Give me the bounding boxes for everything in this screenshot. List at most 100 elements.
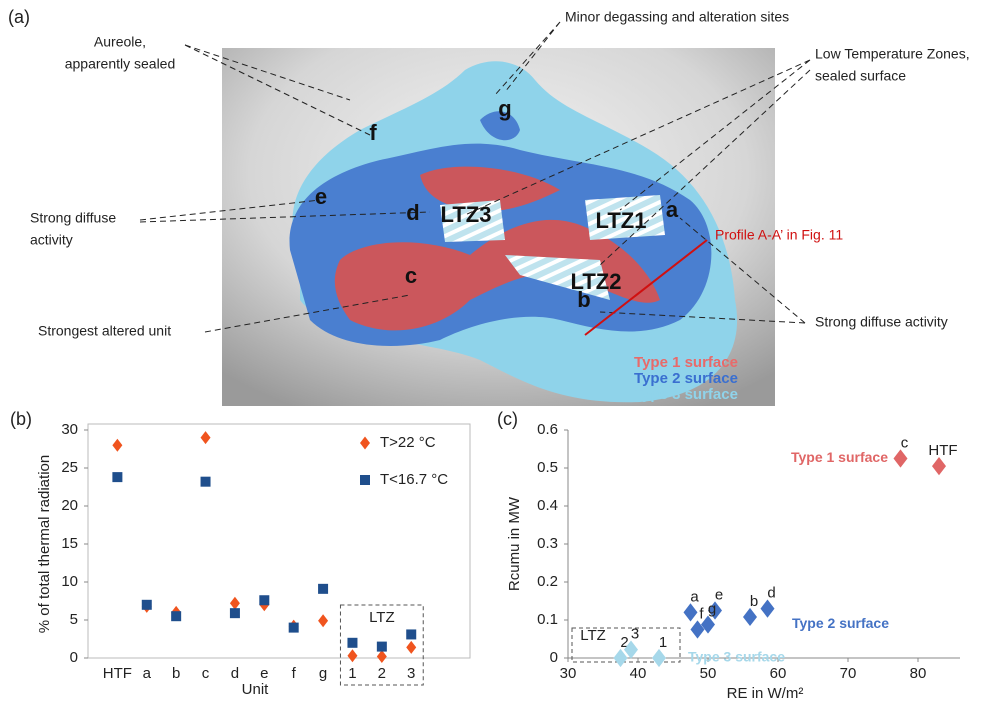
callout-text: Profile A-A’ in Fig. 11 bbox=[715, 227, 843, 243]
x-tick-label: b bbox=[172, 665, 180, 682]
point bbox=[318, 584, 328, 594]
point-label: 1 bbox=[659, 634, 667, 651]
point bbox=[347, 638, 357, 648]
point bbox=[201, 431, 211, 444]
panel-label: (a) bbox=[8, 7, 30, 27]
point bbox=[406, 629, 416, 639]
y-tick-label: 0.4 bbox=[537, 497, 558, 514]
series-label: Type 3 surface bbox=[688, 649, 785, 665]
plot-frame bbox=[88, 424, 470, 658]
y-tick-label: 0 bbox=[550, 649, 558, 666]
callout-text: Aureole, bbox=[94, 34, 146, 50]
point-label: b bbox=[750, 593, 758, 610]
x-tick-label: 40 bbox=[630, 665, 647, 682]
group-label: LTZ bbox=[580, 627, 606, 644]
point bbox=[230, 608, 240, 618]
x-tick-label: 60 bbox=[770, 665, 787, 682]
x-tick-label: d bbox=[231, 665, 239, 682]
point bbox=[112, 439, 122, 452]
x-tick-label: g bbox=[319, 665, 327, 682]
y-tick-label: 0.2 bbox=[537, 573, 558, 590]
point-label: d bbox=[767, 585, 775, 602]
point bbox=[289, 623, 299, 633]
point bbox=[142, 600, 152, 610]
x-tick-label: 80 bbox=[910, 665, 927, 682]
unit-label: e bbox=[315, 184, 327, 209]
callout-text: activity bbox=[30, 232, 73, 248]
point bbox=[318, 614, 328, 627]
point-label: HTF bbox=[928, 442, 957, 459]
point bbox=[932, 457, 946, 475]
y-tick-label: 0.3 bbox=[537, 535, 558, 552]
legend-marker bbox=[360, 475, 370, 485]
x-tick-label: 1 bbox=[348, 665, 356, 682]
x-tick-label: f bbox=[292, 665, 297, 682]
legend-label: Type 1 surface bbox=[634, 354, 738, 371]
unit-label: LTZ3 bbox=[441, 202, 492, 227]
point bbox=[377, 650, 387, 663]
callout-text: Strongest altered unit bbox=[38, 323, 171, 339]
x-tick-label: 50 bbox=[700, 665, 717, 682]
series-label: Type 1 surface bbox=[791, 449, 888, 465]
point-label: a bbox=[690, 588, 699, 605]
callout-text: apparently sealed bbox=[65, 56, 176, 72]
point bbox=[347, 649, 357, 662]
x-axis-label: RE in W/m² bbox=[727, 685, 804, 702]
point bbox=[761, 600, 775, 618]
x-tick-label: e bbox=[260, 665, 268, 682]
point-label: f bbox=[699, 605, 704, 622]
callout-text: Strong diffuse bbox=[30, 210, 116, 226]
legend-label: T<16.7 °C bbox=[380, 471, 448, 488]
y-tick-label: 30 bbox=[61, 421, 78, 438]
point-label: 3 bbox=[631, 626, 639, 643]
unit-label: a bbox=[666, 197, 679, 222]
y-tick-label: 0.6 bbox=[537, 421, 558, 438]
point bbox=[684, 603, 698, 621]
y-tick-label: 15 bbox=[61, 535, 78, 552]
x-tick-label: 30 bbox=[560, 665, 577, 682]
charts: (b)% of total thermal radiationUnit05101… bbox=[10, 409, 960, 702]
legend-label: T>22 °C bbox=[380, 434, 436, 451]
point bbox=[259, 595, 269, 605]
callout-text: Minor degassing and alteration sites bbox=[565, 9, 789, 25]
x-tick-label: HTF bbox=[103, 665, 132, 682]
unit-label: g bbox=[498, 96, 511, 121]
point bbox=[230, 597, 240, 610]
legend-label: Type 2 surface bbox=[634, 370, 738, 387]
figure: (a) Aureole, apparently sealed Minor degass… bbox=[0, 0, 995, 704]
group-label: LTZ bbox=[369, 609, 395, 626]
y-tick-label: 25 bbox=[61, 459, 78, 476]
point bbox=[743, 608, 757, 626]
x-tick-label: 70 bbox=[840, 665, 857, 682]
legend-label: Type 3 surface bbox=[634, 386, 738, 403]
series-label: Type 2 surface bbox=[792, 615, 889, 631]
x-tick-label: 2 bbox=[378, 665, 386, 682]
x-tick-label: a bbox=[143, 665, 152, 682]
callout-text: Low Temperature Zones, bbox=[815, 46, 970, 62]
x-tick-label: c bbox=[202, 665, 210, 682]
y-tick-label: 0.5 bbox=[537, 459, 558, 476]
point bbox=[201, 477, 211, 487]
point-label: g bbox=[708, 601, 716, 618]
panel-label: (c) bbox=[497, 409, 518, 429]
unit-label: LTZ1 bbox=[596, 208, 647, 233]
y-tick-label: 0 bbox=[70, 649, 78, 666]
point bbox=[614, 649, 628, 667]
y-tick-label: 0.1 bbox=[537, 611, 558, 628]
point bbox=[652, 649, 666, 667]
unit-label: f bbox=[369, 120, 377, 145]
point-label: c bbox=[901, 434, 909, 451]
panel-label: (b) bbox=[10, 409, 32, 429]
point bbox=[377, 642, 387, 652]
y-axis-label: % of total thermal radiation bbox=[36, 455, 53, 633]
point bbox=[406, 641, 416, 654]
unit-label: LTZ2 bbox=[571, 269, 622, 294]
point bbox=[171, 611, 181, 621]
callout-text: sealed surface bbox=[815, 68, 906, 84]
unit-label: d bbox=[406, 200, 419, 225]
x-tick-label: 3 bbox=[407, 665, 415, 682]
legend-marker bbox=[360, 437, 370, 450]
y-tick-label: 10 bbox=[61, 573, 78, 590]
callout-text: Strong diffuse activity bbox=[815, 314, 948, 330]
y-tick-label: 20 bbox=[61, 497, 78, 514]
